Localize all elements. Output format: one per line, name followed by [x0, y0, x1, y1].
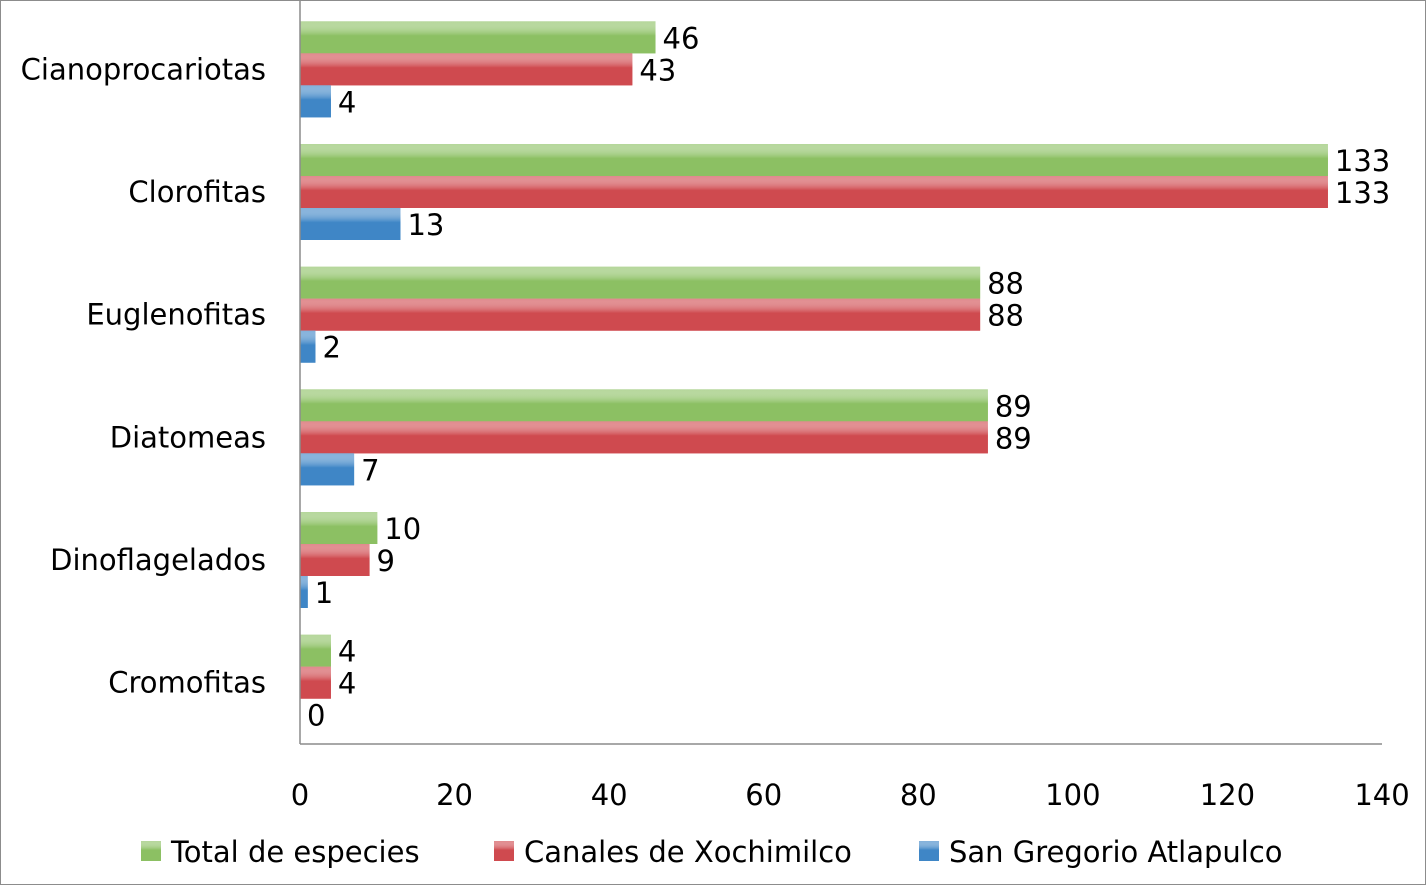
x-tick-label: 80 — [900, 778, 937, 812]
category-label: Euglenofitas — [86, 298, 266, 332]
x-tick-label: 60 — [745, 778, 782, 812]
bar-shading-dinoflagelados-san-gregorio-atlapulco — [300, 576, 308, 608]
category-label: Clorofitas — [128, 175, 266, 209]
data-label-euglenofitas-total-de-especies: 88 — [987, 267, 1024, 301]
bar-shading-cromofitas-canales-de-xochimilco — [300, 666, 331, 699]
category-label: Dinoflagelados — [50, 543, 266, 577]
x-tick-label: 120 — [1200, 778, 1255, 812]
bar-shading-diatomeas-san-gregorio-atlapulco — [300, 453, 355, 486]
x-tick-label: 20 — [436, 778, 473, 812]
legend-swatch-shading — [494, 841, 514, 861]
bar-shading-euglenofitas-canales-de-xochimilco — [300, 298, 981, 331]
category-label: Cromofitas — [108, 666, 266, 700]
data-label-euglenofitas-san-gregorio-atlapulco: 2 — [322, 331, 340, 365]
bar-shading-dinoflagelados-canales-de-xochimilco — [300, 544, 370, 576]
bar-shading-euglenofitas-total-de-especies — [300, 266, 981, 299]
category-label: Diatomeas — [110, 420, 266, 454]
bar-shading-cianoprocariotas-total-de-especies — [300, 21, 656, 54]
data-label-clorofitas-san-gregorio-atlapulco: 13 — [407, 208, 444, 242]
data-label-cromofitas-canales-de-xochimilco: 4 — [338, 667, 356, 701]
data-label-diatomeas-canales-de-xochimilco: 89 — [995, 421, 1032, 455]
data-label-dinoflagelados-canales-de-xochimilco: 9 — [377, 544, 395, 578]
legend-swatch-shading — [919, 841, 939, 861]
bar-shading-dinoflagelados-total-de-especies — [300, 512, 378, 544]
bar-shading-clorofitas-san-gregorio-atlapulco — [300, 208, 401, 240]
data-label-dinoflagelados-total-de-especies: 10 — [384, 512, 421, 546]
data-label-cromofitas-san-gregorio-atlapulco: 0 — [307, 699, 325, 733]
data-label-euglenofitas-canales-de-xochimilco: 88 — [987, 299, 1024, 333]
bar-shading-diatomeas-canales-de-xochimilco — [300, 421, 988, 454]
data-label-dinoflagelados-san-gregorio-atlapulco: 1 — [315, 576, 333, 610]
data-label-cianoprocariotas-san-gregorio-atlapulco: 4 — [338, 85, 356, 119]
data-label-cromofitas-total-de-especies: 4 — [338, 635, 356, 669]
x-tick-label: 40 — [591, 778, 628, 812]
data-label-clorofitas-canales-de-xochimilco: 133 — [1335, 176, 1390, 210]
bar-shading-diatomeas-total-de-especies — [300, 389, 988, 422]
bar-shading-clorofitas-canales-de-xochimilco — [300, 176, 1328, 208]
bar-shading-cianoprocariotas-canales-de-xochimilco — [300, 53, 633, 86]
legend-label: San Gregorio Atlapulco — [949, 835, 1283, 869]
x-tick-label: 140 — [1354, 778, 1409, 812]
x-tick-label: 100 — [1045, 778, 1100, 812]
bar-shading-clorofitas-total-de-especies — [300, 144, 1328, 176]
category-label: Cianoprocariotas — [21, 52, 266, 86]
legend-swatch-shading — [141, 841, 161, 861]
bar-shading-cromofitas-total-de-especies — [300, 634, 331, 667]
x-tick-label: 0 — [291, 778, 309, 812]
data-label-cianoprocariotas-canales-de-xochimilco: 43 — [639, 53, 676, 87]
data-label-cianoprocariotas-total-de-especies: 46 — [663, 21, 700, 55]
legend-label: Total de especies — [170, 835, 420, 869]
data-label-diatomeas-total-de-especies: 89 — [995, 389, 1032, 423]
data-label-clorofitas-total-de-especies: 133 — [1335, 144, 1390, 178]
axes-layer: Cianoprocariotas Clorofitas Euglenofitas Di… — [21, 1, 1410, 812]
bar-shading-cianoprocariotas-san-gregorio-atlapulco — [300, 85, 331, 118]
legend-label: Canales de Xochimilco — [524, 835, 852, 869]
bar-shading-euglenofitas-san-gregorio-atlapulco — [300, 330, 316, 363]
legend: Total de especies Canales de Xochimilco Sa… — [141, 835, 1283, 869]
data-label-diatomeas-san-gregorio-atlapulco: 7 — [361, 453, 379, 487]
bars-layer — [300, 21, 1328, 699]
